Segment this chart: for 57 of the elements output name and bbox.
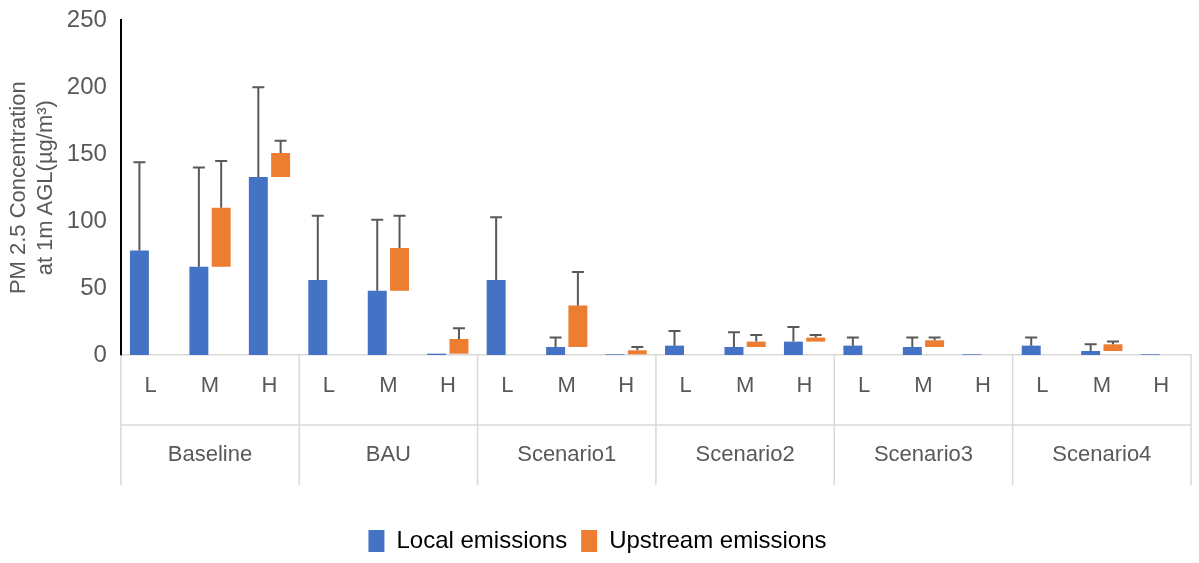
bar [367, 290, 387, 355]
bar [486, 280, 506, 355]
text: Scenario1 [517, 441, 617, 467]
bar [1081, 350, 1101, 355]
x-tick-label: H [261, 372, 278, 398]
x-tick-label: H [796, 372, 813, 398]
y-tick-label: 100 [66, 205, 107, 233]
bar [724, 346, 744, 355]
bar [449, 338, 469, 354]
y-tick-label: 0 [93, 339, 107, 367]
text: Scenario3 [873, 441, 973, 467]
text: Scenario4 [1052, 441, 1152, 467]
bar [568, 305, 588, 347]
bar [783, 341, 803, 355]
x-tick-label: H [974, 372, 991, 398]
bar [308, 280, 328, 355]
x-tick-label: L [1036, 372, 1049, 398]
y-tick-label: 200 [66, 71, 107, 99]
text: BAU [365, 441, 412, 467]
bar [189, 266, 209, 355]
bar [806, 337, 826, 342]
x-tick-label: H [1153, 372, 1170, 398]
bar [627, 350, 647, 355]
bar [390, 247, 410, 291]
x-tick-label: M [557, 372, 576, 398]
legend-label: Local emissions [396, 525, 568, 553]
bar [211, 207, 231, 267]
bar [925, 340, 945, 347]
x-tick-label: L [322, 372, 336, 398]
bar [129, 250, 149, 355]
bar [902, 346, 922, 355]
x-tick-label: M [914, 372, 933, 398]
y-tick-label: 50 [80, 272, 107, 300]
bar [746, 341, 766, 347]
x-tick-label: M [379, 372, 398, 398]
x-tick-label: H [618, 372, 635, 398]
x-tick-label: H [439, 372, 456, 398]
x-tick-label: M [1092, 372, 1111, 398]
text: Scenario2 [695, 441, 795, 467]
bar [665, 345, 684, 355]
legend-label: Upstream emissions [609, 525, 827, 553]
y-tick-label: 150 [66, 138, 107, 166]
bar [843, 345, 863, 355]
x-tick-label: M [200, 372, 220, 398]
text: Baseline [167, 441, 253, 467]
bar [1103, 344, 1123, 351]
bar [1021, 345, 1041, 355]
x-tick-label: L [501, 372, 514, 398]
y-tick-label: 250 [66, 5, 107, 33]
y-axis-title: PM 2.5 Concentration at 1m AGL(µg/m³) [5, 81, 57, 295]
x-tick-label: M [735, 372, 755, 398]
bar [546, 346, 566, 355]
bar [271, 152, 291, 177]
bar [248, 176, 268, 355]
x-tick-label: L [857, 372, 871, 398]
x-tick-label: L [144, 372, 157, 398]
x-tick-label: L [679, 372, 692, 398]
